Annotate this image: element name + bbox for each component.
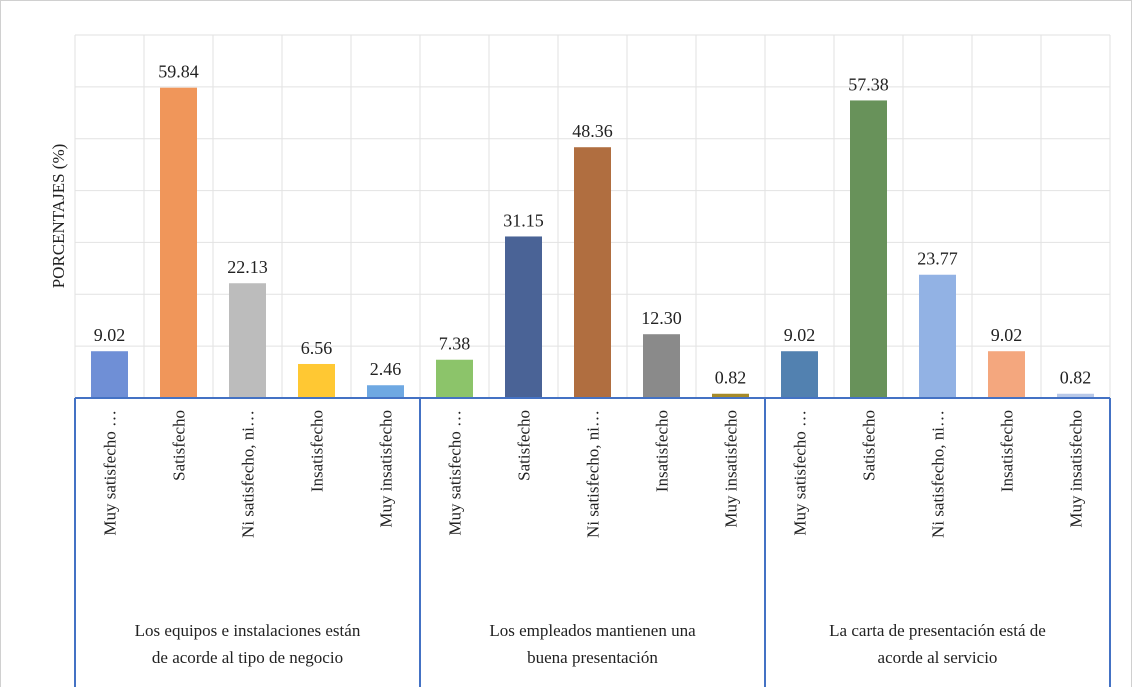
x-tick-label: Muy satisfecho … (791, 410, 810, 536)
value-label: 7.38 (439, 334, 471, 354)
bar (574, 147, 611, 398)
value-label: 9.02 (991, 325, 1023, 345)
group-label-line: La carta de presentación está de (829, 621, 1046, 640)
bar (781, 351, 818, 398)
x-tick-label: Muy insatisfecho (1067, 410, 1086, 528)
bar (712, 393, 749, 398)
bar (505, 236, 542, 398)
x-tick-label: Insatisfecho (998, 410, 1017, 492)
value-label: 9.02 (784, 325, 816, 345)
bar (229, 283, 266, 398)
value-label: 48.36 (572, 121, 613, 141)
x-tick-label: Satisfecho (515, 410, 534, 481)
bar (1057, 393, 1094, 398)
value-label: 59.84 (158, 62, 199, 82)
x-tick-label: Satisfecho (170, 410, 189, 481)
value-label: 9.02 (94, 325, 126, 345)
bar (919, 274, 956, 398)
bar (160, 87, 197, 398)
x-tick-label: Muy insatisfecho (722, 410, 741, 528)
x-tick-label: Muy satisfecho … (446, 410, 465, 536)
x-tick-label: Ni satisfecho, ni… (929, 410, 948, 538)
group-label-line: acorde al servicio (878, 648, 998, 667)
x-tick-label: Muy satisfecho … (101, 410, 120, 536)
group-label-line: buena presentación (527, 648, 658, 667)
group-label: La carta de presentación está de acorde a… (829, 621, 1046, 667)
value-label: 22.13 (227, 257, 268, 277)
x-tick-label: Muy insatisfecho (377, 410, 396, 528)
x-tick-label: Satisfecho (860, 410, 879, 481)
value-label: 57.38 (848, 74, 889, 94)
y-axis-label: PORCENTAJES (%) (49, 144, 68, 289)
x-tick-label: Ni satisfecho, ni… (584, 410, 603, 538)
bar (91, 351, 128, 398)
group-label-line: de acorde al tipo de negocio (152, 648, 343, 667)
bar (850, 100, 887, 398)
group-label: Los equipos e instalaciones están de acor… (135, 621, 361, 667)
value-label: 6.56 (301, 338, 333, 358)
bar (436, 359, 473, 398)
bar (298, 363, 335, 398)
group-label-line: Los equipos e instalaciones están (135, 621, 361, 640)
value-label: 31.15 (503, 210, 544, 230)
value-label: 0.82 (715, 368, 747, 388)
value-label: 12.30 (641, 308, 682, 328)
bar (367, 385, 404, 398)
value-label: 2.46 (370, 359, 402, 379)
value-label: 23.77 (917, 249, 958, 269)
x-tick-label: Insatisfecho (308, 410, 327, 492)
group-label-line: Los empleados mantienen una (489, 621, 696, 640)
bar (643, 334, 680, 398)
x-tick-label: Ni satisfecho, ni… (239, 410, 258, 538)
value-label: 0.82 (1060, 368, 1092, 388)
bar (988, 351, 1025, 398)
group-label: Los empleados mantienen una buena present… (489, 621, 696, 667)
x-tick-label: Insatisfecho (653, 410, 672, 492)
